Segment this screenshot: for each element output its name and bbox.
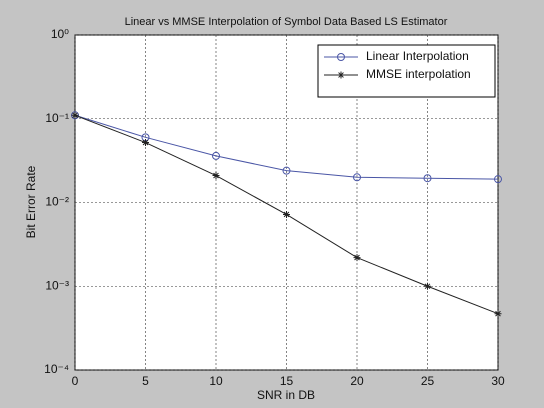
marker: [283, 210, 290, 218]
marker: [424, 282, 431, 290]
marker: [353, 254, 361, 262]
marker: [353, 173, 361, 182]
marker: [423, 174, 432, 183]
x-tick-label: 25: [421, 374, 435, 388]
marker: [337, 71, 345, 79]
x-tick-label: 15: [280, 374, 294, 388]
y-axis-label: Bit Error Rate: [24, 165, 38, 238]
y-tick-label: 10⁰: [51, 27, 69, 41]
x-tick-label: 5: [142, 374, 149, 388]
chart-title: Linear vs MMSE Interpolation of Symbol D…: [125, 16, 448, 28]
legend-box: [317, 44, 496, 98]
x-tick-label: 30: [491, 374, 505, 388]
marker: [494, 175, 502, 184]
y-tick-label: 10⁻⁴: [44, 362, 69, 376]
y-tick-label: 10⁻¹: [45, 111, 69, 125]
marker: [282, 166, 291, 175]
marker: [337, 53, 345, 61]
legend-label: MMSE interpolation: [366, 67, 471, 81]
y-tick-label: 10⁻²: [45, 195, 69, 209]
marker: [71, 111, 79, 119]
marker: [494, 310, 502, 318]
x-axis-label: SNR in DB: [257, 388, 315, 402]
marker: [212, 151, 220, 160]
x-tick-label: 10: [209, 374, 223, 388]
x-tick-label: 20: [350, 374, 364, 388]
legend-label: Linear Interpolation: [366, 49, 469, 63]
x-tick-label: 0: [72, 374, 79, 388]
series-line: [74, 114, 499, 180]
marker: [142, 139, 149, 147]
y-tick-label: 10⁻³: [45, 278, 69, 292]
marker: [212, 172, 220, 180]
